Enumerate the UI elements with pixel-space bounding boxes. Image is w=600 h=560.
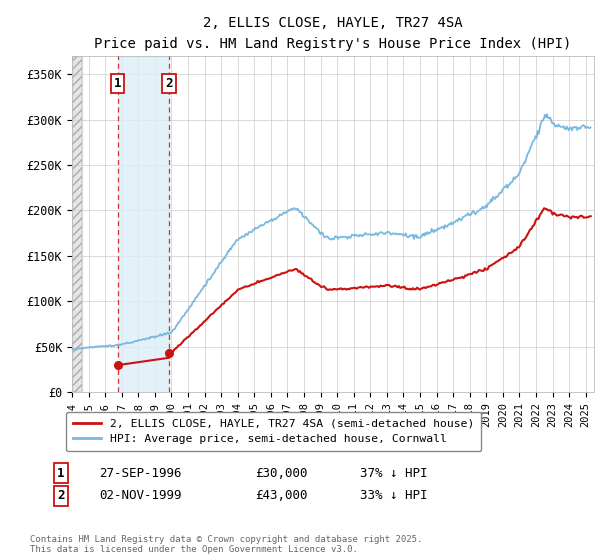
Bar — [118, 56, 169, 392]
Text: Contains HM Land Registry data © Crown copyright and database right 2025.
This d: Contains HM Land Registry data © Crown c… — [30, 535, 422, 554]
Text: 1: 1 — [114, 77, 121, 90]
Text: 2: 2 — [57, 489, 65, 502]
Text: £30,000: £30,000 — [255, 466, 308, 480]
Text: 02-NOV-1999: 02-NOV-1999 — [99, 489, 182, 502]
Bar — [72, 56, 82, 392]
Title: 2, ELLIS CLOSE, HAYLE, TR27 4SA
Price paid vs. HM Land Registry's House Price In: 2, ELLIS CLOSE, HAYLE, TR27 4SA Price pa… — [94, 16, 572, 50]
Text: £43,000: £43,000 — [255, 489, 308, 502]
Text: 27-SEP-1996: 27-SEP-1996 — [99, 466, 182, 480]
Text: 1: 1 — [57, 466, 65, 480]
Bar — [72, 56, 82, 392]
Text: 2: 2 — [165, 77, 173, 90]
Text: 33% ↓ HPI: 33% ↓ HPI — [360, 489, 427, 502]
Legend: 2, ELLIS CLOSE, HAYLE, TR27 4SA (semi-detached house), HPI: Average price, semi-: 2, ELLIS CLOSE, HAYLE, TR27 4SA (semi-de… — [65, 412, 481, 451]
Text: 37% ↓ HPI: 37% ↓ HPI — [360, 466, 427, 480]
